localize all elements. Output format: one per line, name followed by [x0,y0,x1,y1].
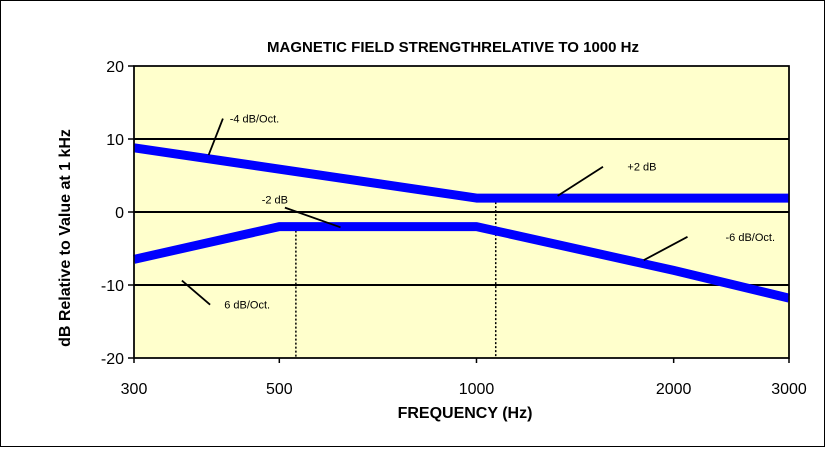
annotation-leader-line [643,236,688,261]
y-tick-label: -10 [101,278,124,295]
y-axis-label: dB Relative to Value at 1 kHz [57,129,74,347]
plot-border [133,65,790,359]
annotation-label: -6 dB/Oct. [726,232,776,244]
annotation-label: -4 dB/Oct. [230,114,280,126]
annotation-leader-line [181,279,211,306]
annotation-label: 6 dB/Oct. [224,300,270,312]
y-tick-label: -20 [101,351,124,368]
annotation-leader-line [284,206,341,229]
annotation-leader-line [207,118,224,156]
x-tick-label: 300 [121,381,148,398]
x-tick-label: 1000 [459,381,495,398]
annotation-leader-line [557,165,604,197]
x-tick-label: 2000 [656,381,692,398]
chart-title: MAGNETIC FIELD STRENGTHRELATIVE TO 1000 … [267,39,639,56]
y-tick-label: 20 [106,59,124,76]
x-axis-label: FREQUENCY (Hz) [398,405,533,422]
y-tick-label: 0 [115,205,124,222]
y-tick-label: 10 [106,132,124,149]
x-tick-label: 3000 [771,381,807,398]
series-line-2 [133,222,791,303]
series-line-1 [133,143,789,203]
annotation-label: +2 dB [627,162,656,174]
annotation-label: -2 dB [262,195,288,207]
x-tick-label: 500 [266,381,293,398]
plot-area: -20 -10 0 10 20 300 500 1000 2000 3000 -4 dB/Oct. +… [101,59,807,398]
